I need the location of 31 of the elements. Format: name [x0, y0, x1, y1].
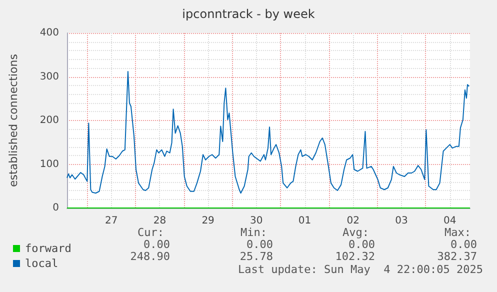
- text: 102.32: [335, 250, 375, 263]
- text: Max:: [444, 226, 471, 239]
- text: 0.00: [144, 238, 170, 251]
- x-tick-label: 29: [202, 216, 214, 226]
- text: 25.78: [240, 250, 273, 263]
- text: Cur:: [138, 226, 164, 239]
- line-series: [66, 71, 470, 194]
- x-tick-label: 04: [443, 216, 456, 226]
- text: Min:: [240, 226, 267, 239]
- x-tick-label: 03: [395, 216, 408, 226]
- y-tick-label: 0: [52, 202, 59, 214]
- text: Last update: Sun May 4 22:00:05 2025: [238, 263, 483, 276]
- text: 0.00: [246, 238, 273, 251]
- x-tick-label: 01: [298, 216, 312, 226]
- legend-label: forward: [25, 242, 72, 255]
- x-tick-label: 28: [153, 216, 166, 226]
- y-tick-label: 300: [40, 71, 59, 82]
- text: 382.37: [437, 250, 477, 263]
- text: 0.00: [450, 238, 477, 251]
- text: 0.00: [348, 238, 375, 251]
- y-tick-label: 100: [40, 158, 59, 170]
- chart-title: ipconntrack - by week: [182, 7, 315, 21]
- x-tick-label: 27: [104, 216, 118, 226]
- text: 248.90: [130, 250, 170, 263]
- y-tick-label: 200: [40, 115, 59, 126]
- legend-label: local: [25, 257, 58, 270]
- x-tick-label: 30: [250, 216, 263, 226]
- text: Avg:: [342, 226, 369, 239]
- x-tick-label: 02: [346, 216, 360, 226]
- y-axis-title: established connections: [7, 54, 20, 187]
- y-tick-label: 400: [40, 28, 59, 38]
